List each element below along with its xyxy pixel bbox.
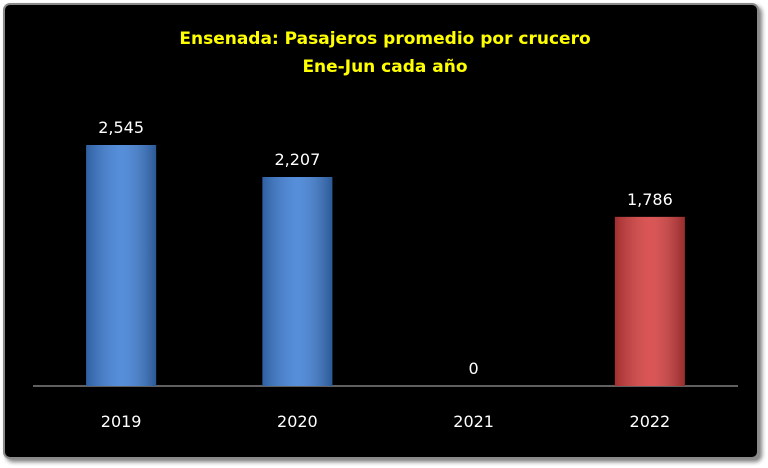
x-tick-label: 2019 — [101, 412, 142, 431]
value-label: 1,786 — [627, 190, 673, 209]
x-tick-label: 2020 — [277, 412, 318, 431]
value-label: 0 — [469, 359, 479, 378]
chart-title: Ensenada: Pasajeros promedio por crucero — [179, 29, 590, 49]
bar — [262, 177, 333, 386]
x-tick-label: 2021 — [453, 412, 494, 431]
chart-frame — [3, 3, 759, 459]
bar — [614, 216, 685, 386]
bar — [86, 145, 157, 386]
x-tick-label: 2022 — [630, 412, 671, 431]
value-label: 2,207 — [274, 150, 320, 169]
value-label: 2,545 — [98, 118, 144, 137]
chart-subtitle: Ene-Jun cada año — [302, 57, 467, 77]
